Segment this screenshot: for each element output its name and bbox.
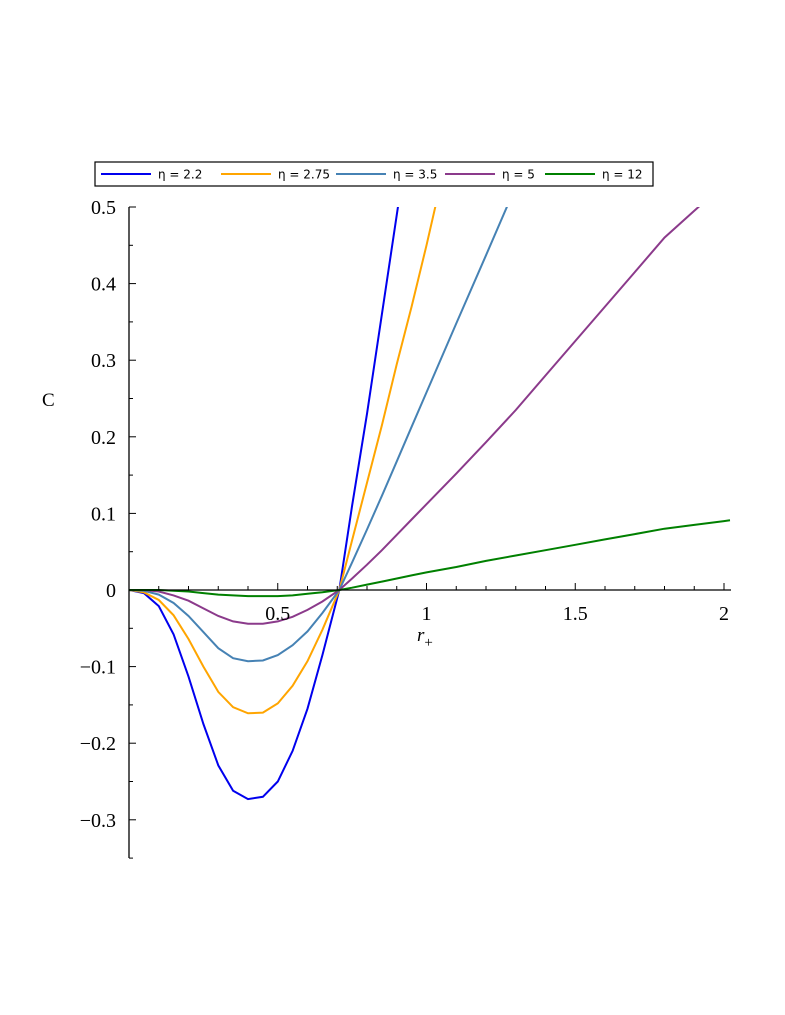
legend: η = 2.2 η = 2.75 η = 3.5 η = 5 η = 12 (94, 161, 654, 187)
y-tick-label: 0.5 (91, 197, 116, 219)
y-tick-label: 0 (106, 580, 116, 602)
y-tick-label: 0.1 (91, 503, 116, 525)
series-line-2 (129, 207, 508, 663)
series-line-4 (129, 519, 731, 598)
series-line-3 (129, 207, 701, 625)
legend-entry-3: η = 5 (502, 168, 535, 182)
series-line-1 (129, 207, 437, 715)
x-tick-label: 1 (422, 603, 432, 625)
legend-entry-2: η = 3.5 (393, 168, 437, 182)
legend-entry-1: η = 2.75 (278, 168, 330, 182)
x-axis-label-main: r (417, 625, 425, 646)
series-layer (129, 207, 731, 801)
x-axis-label: r+ (417, 625, 433, 651)
y-tick-label: −0.2 (80, 733, 116, 755)
y-axis-label: C (42, 390, 55, 411)
y-tick-label: −0.3 (80, 810, 116, 832)
legend-entry-4: η = 12 (602, 168, 643, 182)
legend-entry-0: η = 2.2 (158, 168, 202, 182)
x-tick-label: 2 (719, 603, 729, 625)
y-tick-label: 0.4 (91, 274, 116, 296)
y-tick-label: 0.3 (91, 350, 116, 372)
axes: 0.5 1 1.5 2 −0.3 −0.2 −0.1 0 0.1 0.2 0.3 0.4 0.5 (80, 197, 731, 859)
y-tick-label: −0.1 (80, 657, 116, 679)
x-tick-label: 1.5 (563, 603, 588, 625)
x-tick-label: 0.5 (265, 603, 290, 625)
series-line-0 (129, 207, 399, 801)
x-axis-label-subscript: + (424, 635, 432, 651)
y-tick-label: 0.2 (91, 427, 116, 449)
